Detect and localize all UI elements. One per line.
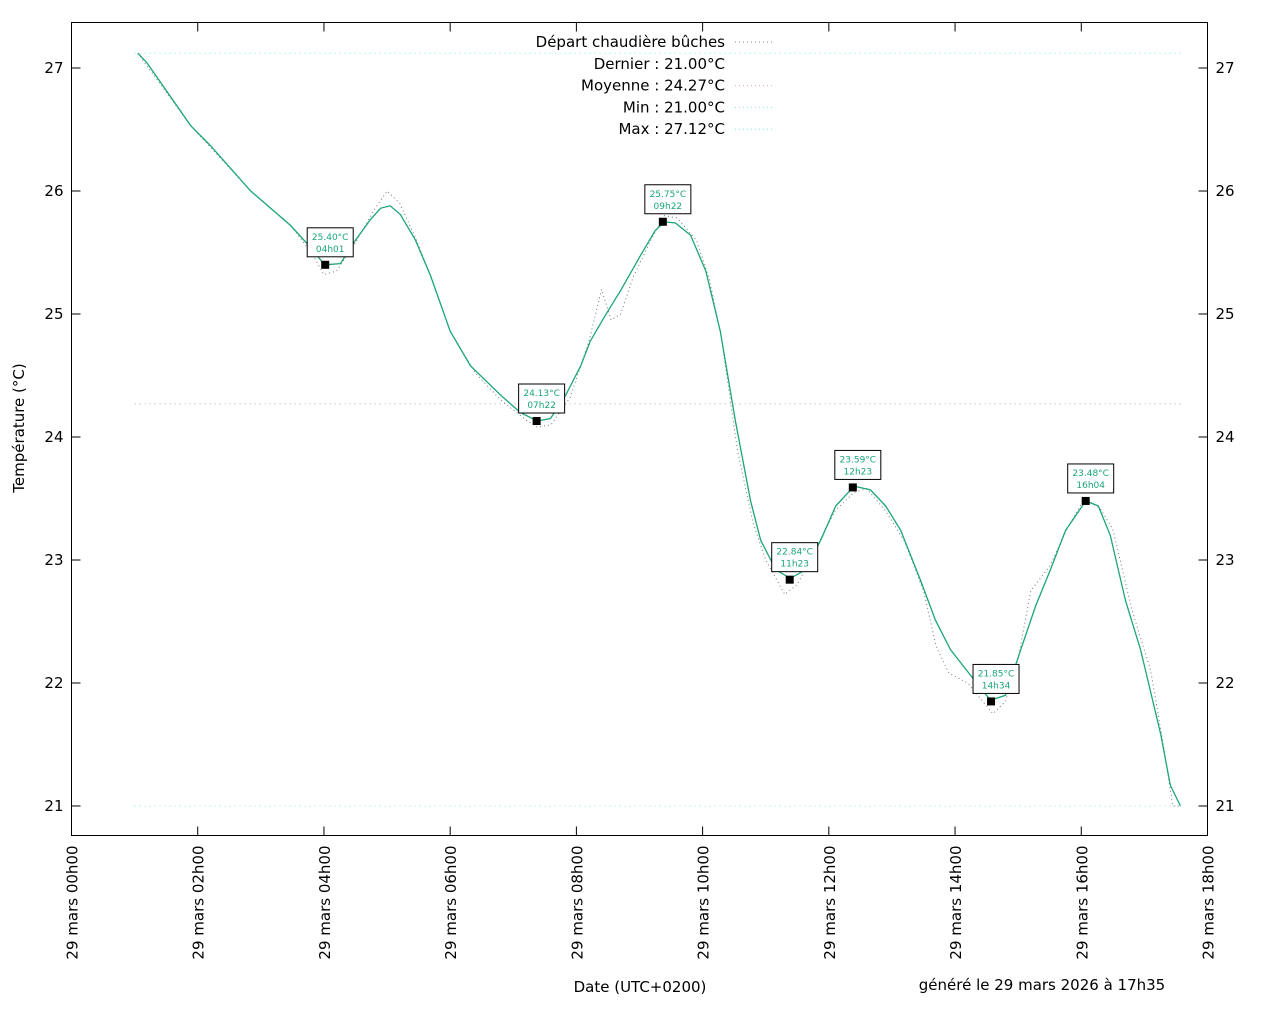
y-tick-label: 23 <box>44 551 63 569</box>
extremum-marker <box>785 575 794 584</box>
annotation-value: 25.40°C <box>312 233 349 243</box>
extremum-marker <box>532 417 541 426</box>
y-tick-label-right: 24 <box>1216 428 1235 446</box>
annotation-time: 07h22 <box>527 401 556 411</box>
x-tick-label: 29 mars 12h00 <box>821 846 839 960</box>
annotation-time: 16h04 <box>1076 481 1105 491</box>
y-tick-label-right: 22 <box>1216 674 1235 692</box>
legend-entry-label: Départ chaudière bûches <box>536 33 726 51</box>
annotation-time: 04h01 <box>316 245 345 255</box>
plot-border <box>71 22 1208 836</box>
x-tick-label: 29 mars 10h00 <box>695 846 713 960</box>
y-axis-label: Température (°C) <box>10 363 28 493</box>
legend-entry-label: Moyenne : 24.27°C <box>581 77 725 95</box>
y-tick-label: 21 <box>44 797 63 815</box>
annotation-value: 23.59°C <box>840 455 877 465</box>
extremum-marker <box>321 260 330 269</box>
annotation-time: 09h22 <box>654 202 683 212</box>
x-tick-label: 29 mars 06h00 <box>442 846 460 960</box>
annotation-time: 12h23 <box>844 467 873 477</box>
annotations: 25.40°C 04h01 24.13°C 07h22 25.75°C 09h22 22.8… <box>306 184 1115 706</box>
y-tick-label-right: 26 <box>1216 182 1235 200</box>
x-tick-label: 29 mars 00h00 <box>64 846 82 960</box>
extremum-marker <box>987 697 996 706</box>
y-tick-label-right: 21 <box>1216 797 1235 815</box>
extremum-marker <box>658 217 667 226</box>
extremum-marker <box>1081 496 1090 505</box>
y-tick-label-right: 23 <box>1216 551 1235 569</box>
annotation-box <box>972 663 1020 694</box>
x-tick-label: 29 mars 08h00 <box>568 846 586 960</box>
y-tick-label: 22 <box>44 674 63 692</box>
annotation-value: 21.85°C <box>978 669 1015 679</box>
annotation-box <box>834 449 882 480</box>
extremum-marker <box>848 483 857 492</box>
y-tick-label: 25 <box>44 305 63 323</box>
y-tick-label: 26 <box>44 182 63 200</box>
annotation-box <box>306 227 354 258</box>
legend-entry-label: Min : 21.00°C <box>623 98 725 116</box>
annotation-value: 24.13°C <box>523 389 560 399</box>
y-tick-label-right: 27 <box>1216 59 1235 77</box>
annotation-time: 11h23 <box>780 560 809 570</box>
generated-footer: généré le 29 mars 2026 à 17h35 <box>919 976 1165 994</box>
annotation-time: 14h34 <box>982 681 1011 691</box>
x-axis-label: Date (UTC+0200) <box>574 978 707 996</box>
annotation-value: 22.84°C <box>776 548 813 558</box>
x-tick-label: 29 mars 02h00 <box>190 846 208 960</box>
annotation-box <box>771 542 819 573</box>
legend-entry-label: Dernier : 21.00°C <box>594 55 725 73</box>
series-raw-line <box>137 52 1181 807</box>
axis-ticks: 21 21 22 22 23 23 24 24 25 25 26 26 27 27 29 mars 00h0… <box>44 22 1235 960</box>
x-tick-label: 29 mars 14h00 <box>947 846 965 960</box>
y-tick-label: 27 <box>44 59 63 77</box>
y-tick-label: 24 <box>44 428 63 446</box>
y-tick-label-right: 25 <box>1216 305 1235 323</box>
legend: Départ chaudière bûches Dernier : 21.00°C… <box>536 33 775 138</box>
x-tick-label: 29 mars 04h00 <box>316 846 334 960</box>
annotation-box <box>1067 463 1115 494</box>
legend-entry-label: Max : 27.12°C <box>618 120 725 138</box>
annotation-value: 23.48°C <box>1072 469 1109 479</box>
annotation-box <box>518 383 566 414</box>
x-tick-label: 29 mars 16h00 <box>1073 846 1091 960</box>
x-tick-label: 29 mars 18h00 <box>1200 846 1218 960</box>
reference-lines <box>134 52 1183 807</box>
series-group <box>137 52 1181 807</box>
series-smoothed-line <box>137 52 1181 807</box>
annotation-box <box>644 184 692 215</box>
annotation-value: 25.75°C <box>650 190 687 200</box>
